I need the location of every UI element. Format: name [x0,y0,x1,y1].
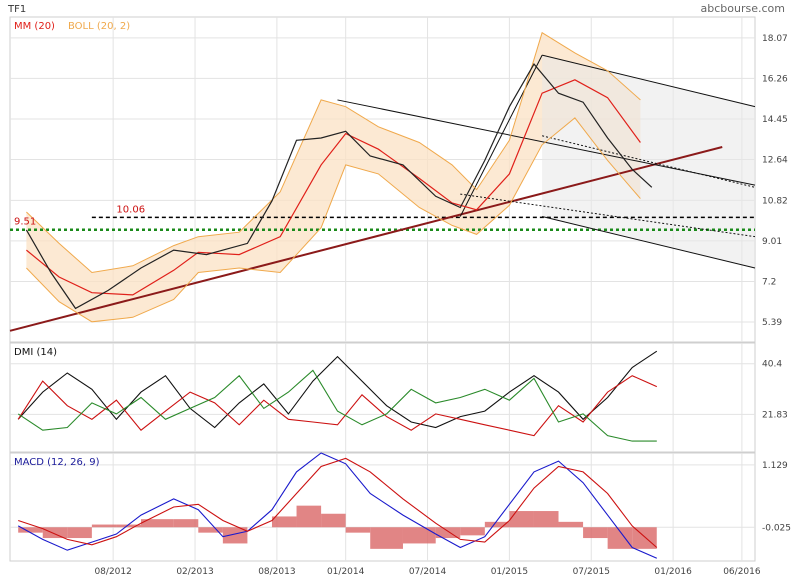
macd-hist-bar [370,527,403,549]
lines-layer [9,31,756,559]
macd-hist-bar [67,527,92,539]
annotation-10-06: 10.06 [116,204,145,215]
x-tick-label: 02/2013 [176,567,213,577]
x-tick-label: 06/2016 [723,567,761,577]
labels-layer: 08/2012 02/2013 08/2013 01/2014 07/2014 01/20… [14,34,791,577]
y-tick-label: 18.07 [762,34,788,44]
macd-hist-bar [484,521,510,528]
macd-hist-bar [296,505,322,528]
legend-mm: MM (20) [14,21,55,32]
channel-2014-lower [460,193,756,238]
y-tick-label: 16.26 [762,74,788,84]
macd-hist-bar [321,513,346,528]
macd-hist-bar [345,527,371,533]
macd-hist-bar [198,527,223,533]
macd-hist-bar [607,527,633,549]
long-trend-line [9,146,723,332]
boll-upper-line [26,31,641,274]
y-tick-label: -0.025 [762,523,791,533]
boll-band-fill [26,32,641,322]
macd-hist-bar [402,527,436,544]
legend-macd: MACD (12, 26, 9) [14,457,100,468]
macd-hist-bar [91,524,117,528]
mm20-line [26,79,641,296]
channel-2014-upper [337,99,756,186]
y-tick-label: 1.129 [762,461,788,471]
x-tick-label: 07/2015 [573,567,610,577]
legend-boll: BOLL (20, 2) [68,21,130,32]
channel-2015-mid [542,135,756,188]
channel-2015-upper [542,54,756,108]
macd-hist-bar [632,527,657,549]
macd-hist-bar [271,516,297,528]
y-tick-label: 14.45 [762,115,788,125]
dmi-panel-frame [9,342,756,453]
macd-hist-bar [18,527,43,533]
legend-mm-text: MM (20) [14,21,55,32]
x-tick-label: 08/2012 [94,567,131,577]
x-tick-label: 01/2015 [491,567,528,577]
macd-hist-bar [460,527,485,536]
price-line [25,63,653,310]
dmi-minus-line [17,369,657,442]
macd-hist-bar [222,527,248,544]
y-tick-label: 9.01 [762,237,782,247]
y-tick-label: 5.39 [762,318,782,328]
ticker-label: TF1 [7,4,26,15]
macd-hist-bar [583,527,608,539]
x-tick-label: 07/2014 [409,567,447,577]
source-label: abcbourse.com [701,2,785,15]
macd-hist-bar [558,521,584,528]
macd-hist-bar [435,527,461,539]
legend-dmi: DMI (14) [14,347,57,358]
x-tick-label: 08/2013 [258,567,295,577]
y-tick-label: 40.4 [762,360,782,370]
x-tick-label: 01/2016 [654,567,692,577]
macd-panel-frame [9,452,756,562]
y-tick-label: 12.64 [762,156,788,166]
legend-boll-text: BOLL (20, 2) [68,21,130,32]
macd-hist-bar [42,527,68,539]
annotation-9-51: 9.51 [14,217,36,228]
rally-line [459,54,543,217]
macd-hist-bar [533,511,559,528]
macd-hist-bar [509,511,534,528]
macd-hist-bar [140,519,174,528]
macd-line [17,452,658,559]
y-tick-label: 10.82 [762,196,788,206]
channel-2015-lower [542,215,756,269]
dmi-plus-line [17,375,658,437]
y-tick-label: 21.83 [762,410,788,420]
boll-lower-line [26,117,641,323]
x-tick-label: 01/2014 [327,567,365,577]
macd-hist-bar [173,519,199,528]
y-tick-label: 7.2 [762,277,776,287]
macd-signal-line [18,457,658,548]
macd-hist-bar [116,524,141,528]
